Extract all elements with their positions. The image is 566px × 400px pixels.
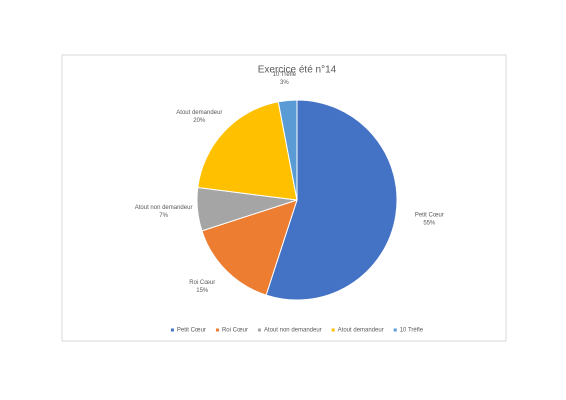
legend-swatch <box>215 328 219 332</box>
legend-label: Atout non demandeur <box>264 328 322 334</box>
data-label-name: Atout demandeur <box>176 110 222 116</box>
data-label-name: Roi Cœur <box>189 280 215 286</box>
legend-swatch <box>393 328 397 332</box>
data-label-name: 10 Trèfle <box>273 72 297 78</box>
pie-slice <box>265 99 398 301</box>
data-label-name: Atout non demandeur <box>135 205 193 211</box>
legend-label: Atout demandeur <box>338 328 384 334</box>
legend-swatch <box>170 328 174 332</box>
data-label-value: 7% <box>159 213 168 219</box>
data-label-value: 55% <box>423 221 436 227</box>
legend-swatch <box>257 328 261 332</box>
legend-label: Roi Cœur <box>222 328 248 334</box>
data-label-value: 3% <box>280 80 289 86</box>
pie-slice <box>197 101 298 201</box>
pie-slice <box>277 99 298 201</box>
data-label-name: Petit Cœur <box>415 213 444 219</box>
data-label-value: 15% <box>196 288 209 294</box>
legend-label: 10 Trèfle <box>400 328 424 334</box>
pie-slice <box>201 199 298 296</box>
legend: Petit Cœur Roi Cœur Atout non demandeur Ato… <box>170 328 424 334</box>
legend-swatch <box>331 328 335 332</box>
data-label-value: 20% <box>193 118 206 124</box>
pie: Petit Cœur 55% Roi Cœur 15% Atout non demand… <box>135 72 444 301</box>
chart-title: Exercice été n°14 <box>258 65 337 76</box>
legend-label: Petit Cœur <box>177 328 206 334</box>
